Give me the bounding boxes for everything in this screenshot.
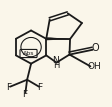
Text: Abs: Abs [23, 51, 34, 56]
Text: O: O [91, 43, 98, 53]
Text: F: F [22, 90, 27, 99]
Polygon shape [46, 38, 69, 40]
Text: OH: OH [87, 62, 100, 71]
Text: H: H [52, 61, 59, 70]
Text: F: F [37, 83, 42, 92]
Text: F: F [6, 83, 11, 92]
Text: N: N [52, 56, 59, 65]
